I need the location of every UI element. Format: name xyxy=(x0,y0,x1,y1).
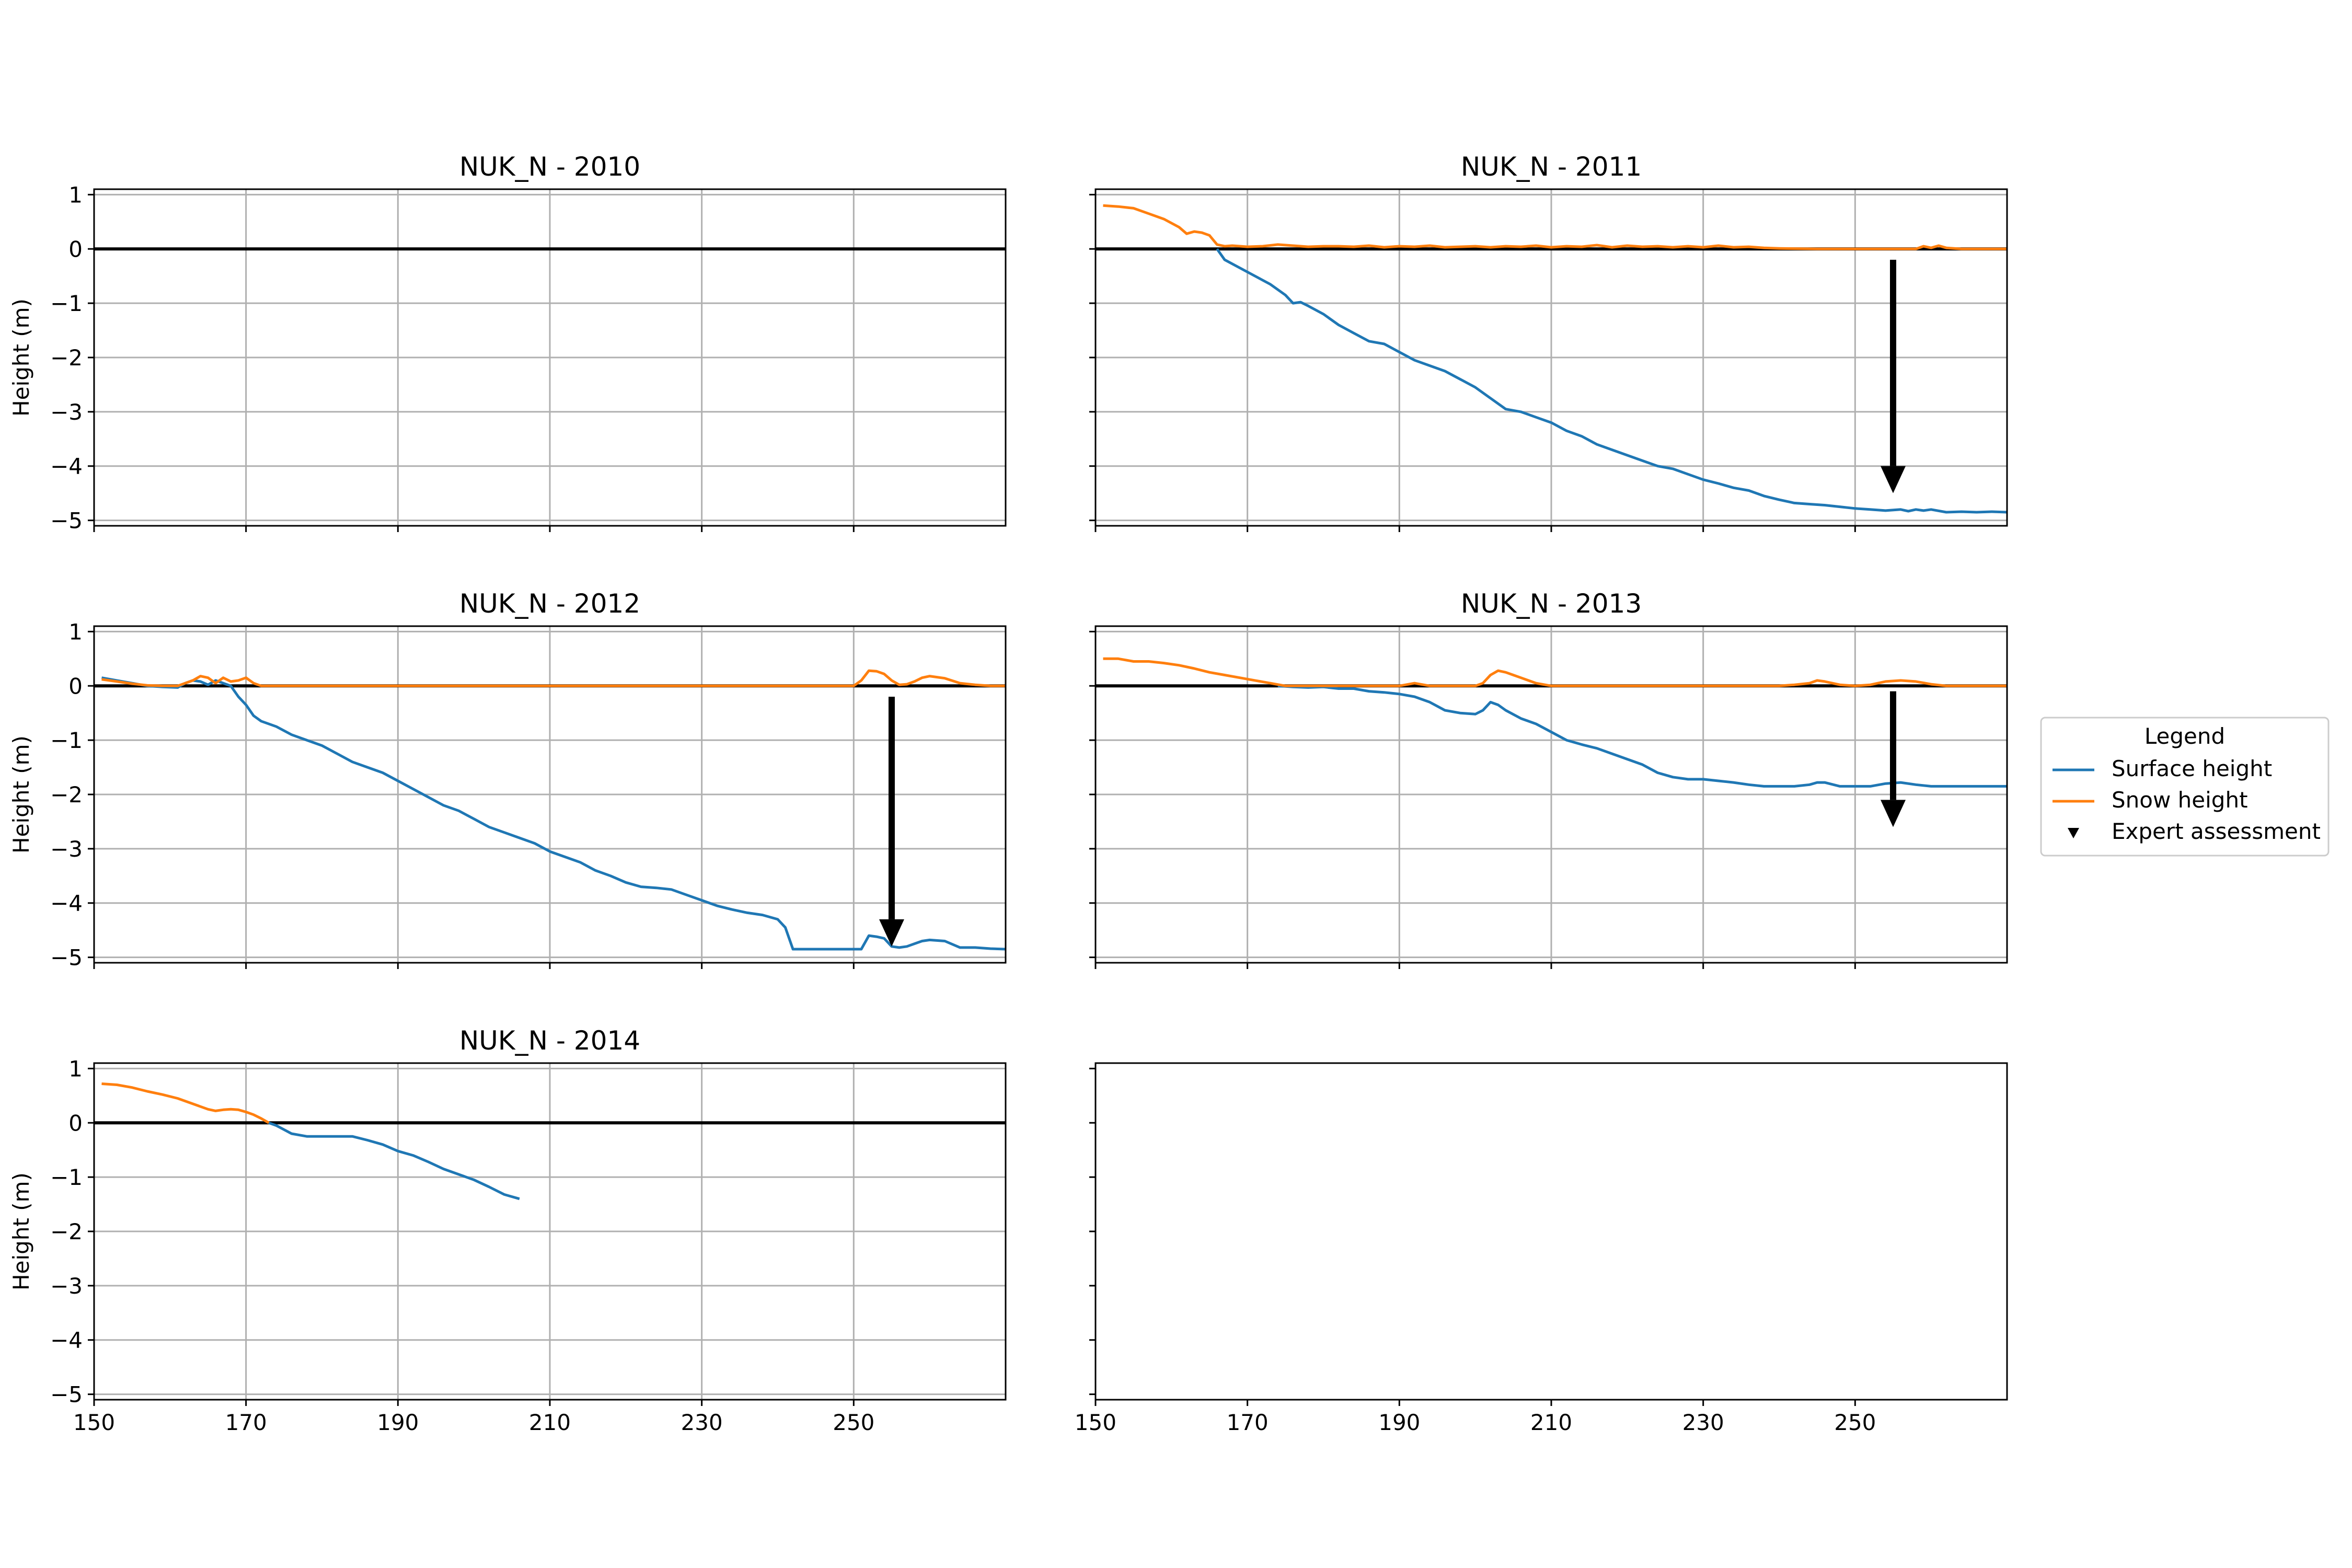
subplot-title: NUK_N - 2011 xyxy=(1461,152,1642,182)
legend: Legend Surface height Snow height Expert as… xyxy=(2040,717,2330,857)
legend-swatch-expert-assessment xyxy=(2068,828,2079,838)
x-tick-label: 190 xyxy=(1378,1410,1420,1435)
y-tick-label: −5 xyxy=(50,1382,83,1408)
series-group xyxy=(101,1082,520,1201)
legend-label-expert-assessment: Expert assessment xyxy=(2112,818,2321,844)
subplot-5: 150 170 190 210 230 250 1 0 −1 −2 −3 −4 −5 NUK_N - 20… xyxy=(8,1025,1007,1435)
legend-label-snow-height: Snow height xyxy=(2112,787,2248,813)
subplot-1: 1 0 −1 −2 −3 −4 −5 NUK_N - 2010 Height (m) xyxy=(8,152,1007,534)
axes-frame xyxy=(1094,1062,2008,1401)
y-axis-label: Height (m) xyxy=(8,298,34,417)
x-tick-label: 250 xyxy=(833,1410,874,1435)
y-tick-label: 1 xyxy=(68,619,83,644)
subplot-6: 150 170 190 210 230 250 xyxy=(1075,1062,2008,1435)
x-tick-label: 170 xyxy=(1227,1410,1269,1435)
subplot-2: NUK_N - 2011 xyxy=(1089,152,2008,532)
series-surface-height xyxy=(1216,248,2007,514)
series-surface-height xyxy=(101,676,1006,951)
legend-title: Legend xyxy=(2145,723,2225,749)
y-tick-label: 0 xyxy=(68,1110,83,1136)
legend-label-surface-height: Surface height xyxy=(2112,756,2272,781)
series-group xyxy=(1103,204,2007,514)
subplot-title: NUK_N - 2010 xyxy=(459,152,640,182)
subplot-title: NUK_N - 2012 xyxy=(459,589,640,619)
series-surface-height xyxy=(1277,684,2007,788)
y-tick-label: −1 xyxy=(50,1165,83,1190)
y-tick-label: −1 xyxy=(50,291,83,316)
y-tick-label: −3 xyxy=(50,836,83,862)
axes-frame xyxy=(1094,625,2008,964)
series-group xyxy=(101,669,1006,951)
subplot-title: NUK_N - 2013 xyxy=(1461,589,1642,619)
x-tick-label: 150 xyxy=(73,1410,115,1435)
series-snow-height xyxy=(101,1082,270,1124)
y-tick-label: −5 xyxy=(50,945,83,971)
axes-frame xyxy=(93,1062,1007,1401)
y-tick-label: −3 xyxy=(50,1273,83,1299)
y-tick-label: −2 xyxy=(50,782,83,808)
y-tick-label: 0 xyxy=(68,236,83,262)
series-group xyxy=(1103,657,2007,788)
x-tick-label: 170 xyxy=(225,1410,267,1435)
x-tick-label: 150 xyxy=(1075,1410,1116,1435)
y-tick-label: −2 xyxy=(50,1219,83,1244)
y-tick-label: 0 xyxy=(68,673,83,699)
expert-assessment-arrow-head xyxy=(1881,466,1906,493)
x-tick-label: 210 xyxy=(529,1410,571,1435)
y-tick-label: −1 xyxy=(50,728,83,753)
subplot-4: NUK_N - 2013 xyxy=(1089,589,2008,969)
x-tick-label: 190 xyxy=(377,1410,419,1435)
x-tick-label: 250 xyxy=(1834,1410,1876,1435)
y-tick-label: −4 xyxy=(50,1328,83,1353)
series-snow-height xyxy=(101,669,1006,687)
series-snow-height xyxy=(1103,204,2007,250)
subplot-3: 1 0 −1 −2 −3 −4 −5 NUK_N - 2012 Height (m) xyxy=(8,589,1007,971)
y-tick-label: 1 xyxy=(68,1056,83,1081)
y-tick-label: 1 xyxy=(68,182,83,207)
y-tick-label: −4 xyxy=(50,454,83,479)
series-surface-height xyxy=(268,1121,520,1201)
expert-assessment-arrow-head xyxy=(1881,800,1906,827)
axes-frame xyxy=(1094,188,2008,527)
y-tick-label: −2 xyxy=(50,345,83,371)
y-tick-label: −4 xyxy=(50,891,83,916)
x-tick-label: 210 xyxy=(1530,1410,1572,1435)
legend-frame xyxy=(2040,717,2330,857)
y-axis-label: Height (m) xyxy=(8,735,34,854)
y-axis-label: Height (m) xyxy=(8,1172,34,1290)
axes-frame xyxy=(93,625,1007,964)
subplot-title: NUK_N - 2014 xyxy=(459,1025,640,1056)
x-tick-label: 230 xyxy=(681,1410,723,1435)
y-tick-label: −5 xyxy=(50,508,83,534)
x-tick-label: 230 xyxy=(1682,1410,1724,1435)
y-tick-label: −3 xyxy=(50,399,83,425)
expert-assessment-arrow-head xyxy=(879,919,904,947)
series-snow-height xyxy=(1103,657,2007,687)
axes-frame xyxy=(93,188,1007,527)
